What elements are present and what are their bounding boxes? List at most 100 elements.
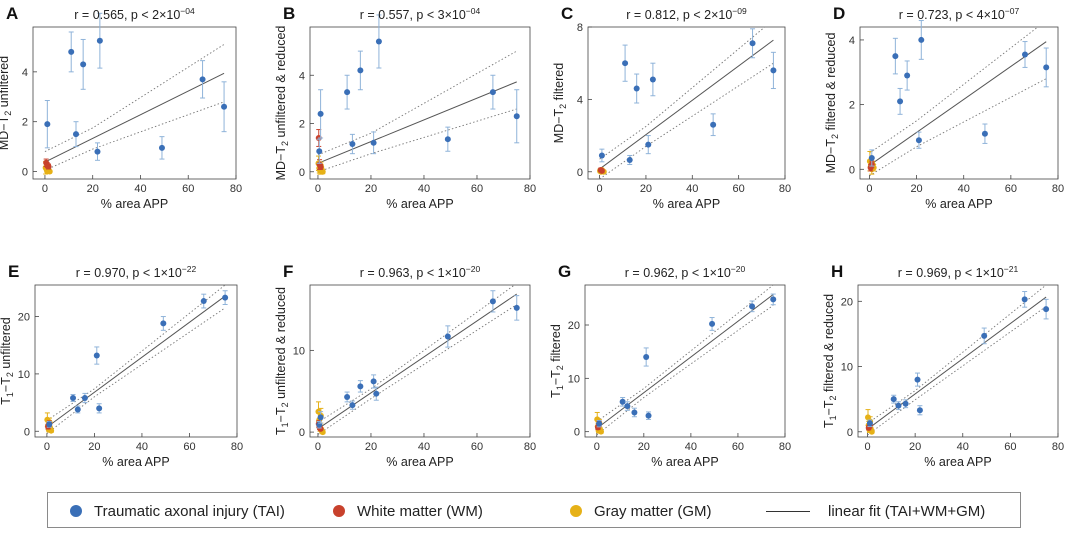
ylabel-main: T (0, 397, 13, 405)
gm-point (598, 428, 604, 435)
y-tick-label: 2 (849, 100, 855, 112)
panel-title: r = 0.723, p < 4×10−07 (899, 6, 1020, 22)
legend-label-wm: White matter (WM) (357, 502, 483, 520)
x-axis-label: % area APP (925, 197, 992, 211)
x-tick-label: 60 (471, 183, 483, 195)
tai-point (221, 103, 228, 110)
panel-title: r = 0.812, p < 2×10−09 (626, 6, 747, 22)
panel-g: 0 20 40 60 80 0 10 20 G r = 0.962, p < 1×10−20 % a… (549, 262, 791, 469)
y-axis-label: T1−T2 filtered (549, 324, 565, 398)
gm-point (319, 168, 326, 175)
ci-lower-line (596, 304, 774, 436)
title-main: r = 0.970, p < 1×10 (76, 266, 182, 280)
y-tick-label: 2 (299, 119, 305, 131)
x-tick-label: 20 (365, 441, 377, 453)
x-axis-label: % area APP (386, 455, 453, 469)
fit-lines (867, 285, 1047, 436)
tai-point (357, 67, 364, 74)
title-exponent: −22 (182, 264, 197, 274)
legend-label-fit: linear fit (TAI+WM+GM) (828, 502, 986, 520)
tai-point (222, 294, 229, 301)
ci-lower-line (44, 101, 225, 171)
legend-label-tai: Traumatic axonal injury (TAI) (94, 502, 285, 520)
y-axis-label: MD−T2 unfiltered & reduced (274, 26, 290, 181)
legend-item-fit: linear fit (TAI+WM+GM) (766, 502, 985, 520)
title-main: r = 0.557, p < 3×10 (360, 8, 466, 22)
fit-lines (599, 27, 774, 179)
fit-lines (869, 27, 1047, 177)
y-axis-label: MD−T2 filtered (552, 63, 568, 143)
legend: Traumatic axonal injury (TAI) White matt… (47, 492, 1021, 528)
tai-point (902, 400, 909, 407)
panel-a: 0 20 40 60 80 0 2 4 A r = 0.565, p < 2×10−04 % are… (0, 4, 242, 211)
tai-point (160, 320, 167, 327)
y-tick-label: 20 (18, 312, 30, 324)
gm-marker-icon (570, 505, 582, 517)
ylabel-rest: unfiltered (0, 317, 13, 372)
x-tick-label: 80 (524, 183, 536, 195)
plot-frame (587, 26, 786, 180)
tai-point (916, 407, 923, 414)
tai-point (349, 141, 356, 148)
tai-point (868, 154, 875, 161)
ylabel-rest: filtered & reduced (824, 33, 838, 134)
ci-upper-line (44, 44, 225, 153)
tai-point (489, 298, 496, 305)
ylabel-main: T (822, 420, 836, 428)
plot-frame (584, 284, 786, 438)
ylabel-sub: 1 (280, 422, 290, 427)
tai-point (904, 72, 911, 79)
y-tick-label: 4 (22, 67, 28, 79)
panel-letter: A (6, 4, 18, 23)
x-axis-label: % area APP (924, 455, 991, 469)
ci-upper-line (599, 27, 766, 160)
x-tick-label: 40 (134, 183, 146, 195)
y-tick-label: 0 (849, 164, 855, 176)
panel-letter: D (833, 4, 845, 23)
tai-point (96, 405, 103, 412)
ylabel-rest: unfiltered (0, 56, 11, 111)
x-tick-label: 40 (958, 183, 970, 195)
x-tick-label: 0 (864, 441, 870, 453)
x-axis-label: % area APP (102, 455, 169, 469)
title-main: r = 0.969, p < 1×10 (898, 266, 1004, 280)
x-tick-label: 20 (640, 183, 652, 195)
tai-point (749, 303, 756, 310)
title-exponent: −04 (180, 6, 195, 16)
y-tick-label: 0 (847, 427, 853, 439)
legend-item-gm: Gray matter (GM) (570, 502, 712, 520)
plot-frame (857, 284, 1059, 438)
ylabel-mid: −T (0, 377, 13, 392)
x-axis-label: % area APP (101, 197, 168, 211)
ci-upper-line (869, 27, 1039, 154)
title-main: r = 0.963, p < 1×10 (360, 266, 466, 280)
fit-line (867, 296, 1047, 430)
x-tick-label: 40 (957, 441, 969, 453)
tai-point (710, 121, 717, 128)
fit-line (46, 295, 226, 428)
legend-label-gm: Gray matter (GM) (594, 502, 712, 520)
x-tick-label: 0 (42, 183, 48, 195)
ci-lower-line (867, 306, 1047, 436)
tai-point (1043, 306, 1050, 313)
panel-title: r = 0.963, p < 1×10−20 (360, 264, 481, 280)
panel-title: r = 0.565, p < 2×10−04 (74, 6, 195, 22)
x-tick-label: 40 (418, 183, 430, 195)
y-tick-label: 4 (299, 70, 305, 82)
title-exponent: −20 (466, 264, 481, 274)
ci-upper-line (867, 285, 1047, 424)
ylabel-mid: −T (822, 400, 836, 415)
y-tick-label: 2 (22, 117, 28, 129)
x-axis-label: % area APP (653, 197, 720, 211)
wm-point (598, 167, 605, 174)
tai-point (895, 402, 902, 409)
x-tick-label: 60 (183, 441, 195, 453)
title-main: r = 0.812, p < 2×10 (626, 8, 732, 22)
plot-frame (309, 26, 531, 180)
tai-point (349, 402, 356, 409)
x-tick-label: 0 (315, 183, 321, 195)
ylabel-sub: 2 (280, 141, 290, 146)
tai-point (93, 352, 100, 359)
tai-point (915, 137, 922, 144)
x-tick-label: 40 (418, 441, 430, 453)
